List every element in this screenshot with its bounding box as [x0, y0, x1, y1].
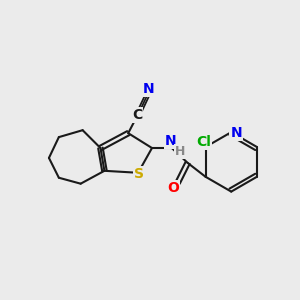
Text: C: C: [132, 108, 142, 122]
Text: N: N: [165, 134, 177, 148]
Text: S: S: [134, 167, 144, 181]
Text: N: N: [230, 126, 242, 140]
Text: O: O: [167, 181, 179, 195]
Text: Cl: Cl: [196, 135, 211, 149]
Text: N: N: [143, 82, 155, 96]
Text: H: H: [175, 146, 185, 158]
